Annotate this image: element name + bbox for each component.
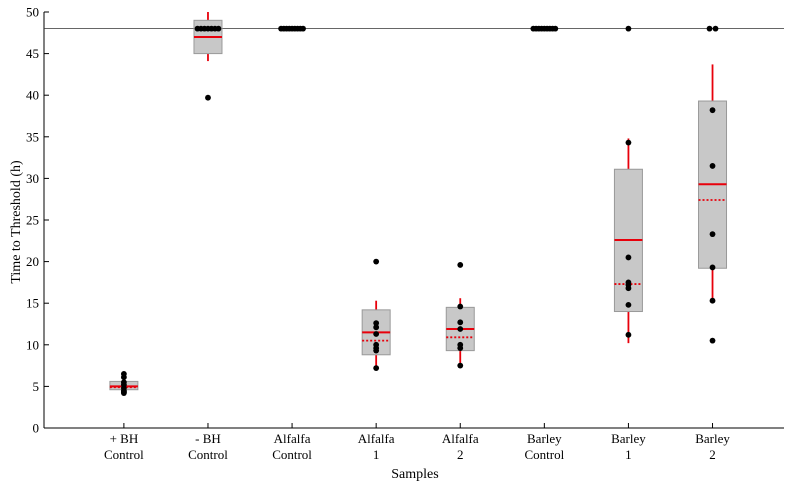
- data-point: [120, 371, 127, 377]
- y-tick-label: 0: [33, 421, 40, 436]
- x-tick-label-line1: + BH: [110, 431, 139, 446]
- data-point: [552, 25, 559, 32]
- x-tick-label-line2: Control: [188, 447, 228, 462]
- data-point: [706, 25, 713, 32]
- x-tick-label-line2: 1: [625, 447, 632, 462]
- data-point: [457, 345, 464, 352]
- data-point: [625, 139, 632, 146]
- data-point: [120, 379, 127, 386]
- data-point: [205, 94, 211, 101]
- x-tick-label-line2: Control: [272, 447, 312, 462]
- x-axis-title: Samples: [391, 467, 438, 482]
- x-tick-label-line1: Alfalfa: [274, 431, 311, 446]
- data-point: [373, 320, 380, 327]
- x-tick-label-line1: Barley: [527, 431, 562, 446]
- data-point: [625, 285, 632, 292]
- data-point: [373, 258, 380, 265]
- y-tick-label: 50: [26, 5, 39, 20]
- data-point: [625, 331, 632, 338]
- data-point: [373, 365, 380, 371]
- x-tick-label-line1: Alfalfa: [442, 431, 479, 446]
- x-tick-label-line2: Control: [104, 447, 144, 462]
- data-point: [625, 25, 632, 32]
- x-tick-label-line2: 2: [709, 447, 716, 462]
- data-point: [709, 264, 716, 271]
- y-tick-label: 15: [26, 296, 39, 311]
- data-point: [709, 231, 716, 238]
- y-tick-label: 25: [26, 213, 39, 228]
- data-point: [373, 347, 380, 354]
- boxes-group: [109, 12, 728, 393]
- data-point: [457, 303, 464, 310]
- y-tick-label: 40: [26, 88, 39, 103]
- data-point: [709, 107, 716, 114]
- data-point: [457, 319, 464, 326]
- data-point: [300, 25, 306, 32]
- y-tick-label: 10: [26, 337, 39, 352]
- data-point: [709, 297, 716, 304]
- y-axis-title: Time to Threshold (h): [9, 160, 24, 284]
- y-tick-label: 5: [33, 379, 40, 394]
- x-tick-label-line1: Barley: [695, 431, 730, 446]
- plot-frame: [43, 12, 784, 429]
- x-tick-label-line1: Alfalfa: [358, 431, 395, 446]
- data-point: [625, 254, 632, 261]
- x-tick-label-line2: Control: [524, 447, 564, 462]
- data-point: [709, 337, 716, 344]
- x-tick-label-line2: 2: [457, 447, 464, 462]
- data-point: [215, 25, 222, 32]
- x-tick-label-line1: - BH: [195, 431, 221, 446]
- data-point: [709, 163, 716, 169]
- data-point: [457, 326, 464, 332]
- data-point: [373, 324, 380, 331]
- y-axis: 0 5 10 15 20 25 30 35 40 45 50: [26, 5, 49, 436]
- x-tick-label-line2: 1: [373, 447, 380, 462]
- data-point: [457, 362, 464, 369]
- y-tick-label: 20: [26, 254, 39, 269]
- x-tick-label-line1: Barley: [611, 431, 646, 446]
- y-tick-label: 35: [26, 129, 39, 144]
- y-tick-label: 45: [26, 46, 39, 61]
- data-point: [625, 301, 632, 308]
- points-group: [120, 25, 719, 396]
- y-tick-label: 30: [26, 171, 39, 186]
- data-point: [373, 331, 380, 337]
- data-point: [457, 262, 464, 268]
- data-point: [712, 25, 719, 32]
